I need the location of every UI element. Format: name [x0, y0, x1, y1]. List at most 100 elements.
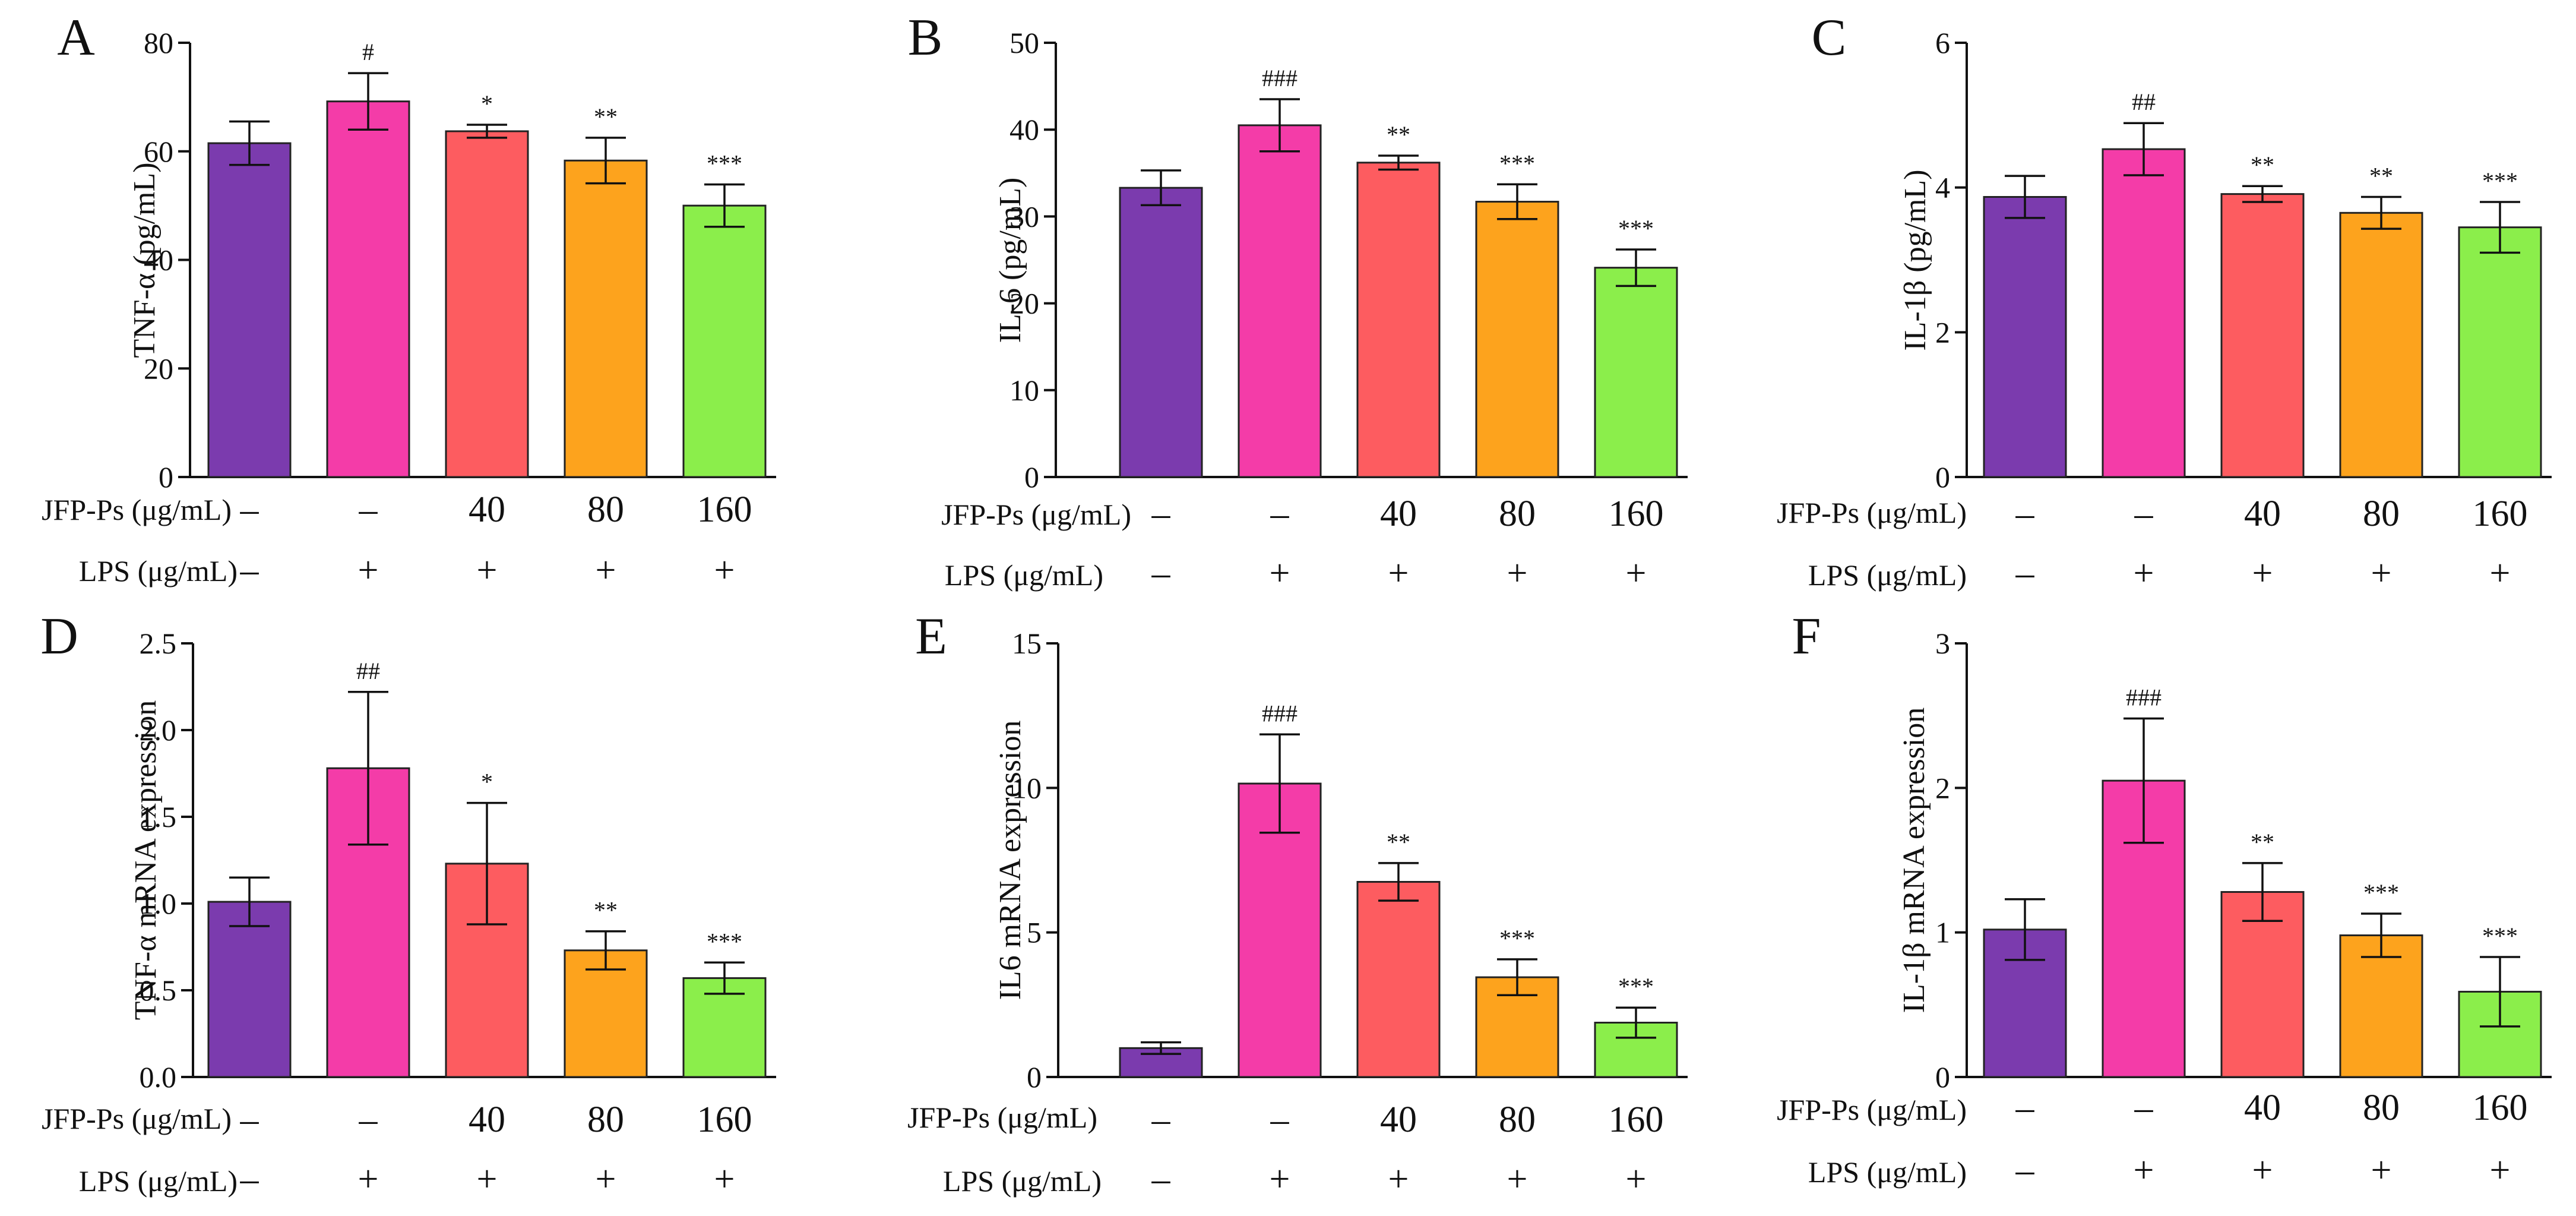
error-bar-2 [1259, 98, 1300, 153]
error-bar-4 [2361, 912, 2401, 958]
jfp-ps-value: 80 [2363, 494, 2400, 534]
error-bar-5 [704, 183, 745, 228]
bar-1 [207, 142, 292, 478]
jfp-ps-value: 160 [2473, 494, 2528, 534]
error-bar-3 [2242, 862, 2283, 922]
jfp-ps-value: – [359, 489, 378, 530]
jfp-ps-value: – [2015, 1088, 2035, 1128]
lps-value: + [1626, 553, 1647, 593]
bar-4 [2339, 934, 2423, 1078]
significance-label: ** [2251, 829, 2274, 855]
error-bar-4 [1497, 183, 1537, 220]
panel-letter: A [57, 9, 95, 67]
lps-value: + [1626, 1159, 1647, 1199]
bar-4 [564, 159, 648, 478]
significance-label: ** [2251, 151, 2274, 178]
bar-5 [2458, 226, 2542, 478]
panel-letter: B [908, 9, 943, 67]
y-tick-label: 40 [1009, 113, 1039, 146]
jfp-ps-value: 80 [1499, 1100, 1536, 1140]
jfp-ps-label: JFP-Ps (μg/mL) [1777, 1093, 1967, 1126]
y-tick-label: 2.5 [140, 627, 177, 660]
lps-value: + [1507, 1159, 1528, 1199]
jfp-ps-value: 40 [2244, 494, 2281, 534]
y-tick-label: 10 [1012, 771, 1042, 804]
jfp-ps-value: – [359, 1100, 378, 1140]
significance-label: ## [356, 658, 380, 684]
significance-label: *** [1499, 925, 1535, 952]
error-bar-4 [1497, 958, 1537, 997]
lps-value: – [2015, 553, 2035, 593]
lps-value: + [477, 550, 498, 590]
error-bar-3 [1378, 862, 1419, 902]
y-tick-label: 20 [144, 352, 173, 385]
y-axis-title: IL6 mRNA expression [993, 721, 1027, 1000]
lps-label: LPS (μg/mL) [943, 1164, 1102, 1198]
bar-3 [1356, 162, 1441, 478]
significance-label: *** [1618, 215, 1654, 242]
jfp-ps-value: 160 [1609, 1100, 1664, 1140]
y-tick-label: 5 [1027, 916, 1042, 949]
lps-label: LPS (μg/mL) [945, 558, 1103, 592]
lps-value: + [2371, 1150, 2392, 1190]
jfp-ps-value: 40 [2244, 1088, 2281, 1128]
bar-4 [2339, 211, 2423, 478]
error-bar-4 [2361, 195, 2401, 230]
y-tick-label: 0.0 [140, 1060, 177, 1094]
y-axis-title: TNF-α (pg/mL) [128, 162, 162, 358]
significance-label: *** [707, 150, 742, 176]
lps-value: + [1388, 1159, 1409, 1199]
y-tick-label: 2.0 [140, 713, 177, 747]
significance-label: *** [2363, 879, 2399, 906]
significance-label: ** [2369, 163, 2393, 189]
y-tick-label: 0 [1935, 460, 1950, 494]
error-bar-5 [2480, 956, 2520, 1028]
bar-1 [207, 901, 292, 1078]
jfp-ps-label: JFP-Ps (μg/mL) [1777, 496, 1967, 529]
lps-value: – [240, 550, 260, 590]
lps-value: – [1151, 553, 1171, 593]
error-bar-2 [2124, 122, 2164, 176]
significance-label: *** [1499, 150, 1535, 176]
bar-5 [1594, 267, 1678, 478]
lps-value: + [2490, 1150, 2511, 1190]
bar-4 [1475, 976, 1559, 1078]
y-tick-label: 40 [144, 244, 173, 277]
jfp-ps-value: 40 [1380, 494, 1417, 534]
y-axis-title: IL-1β (pg/mL) [1898, 169, 1932, 350]
lps-label: LPS (μg/mL) [79, 554, 238, 588]
bar-4 [1475, 201, 1559, 478]
bar-3 [445, 130, 529, 478]
significance-label: ## [2132, 89, 2156, 115]
error-bar-1 [1141, 169, 1181, 207]
jfp-ps-value: – [1151, 1100, 1171, 1140]
y-tick-label: 15 [1012, 627, 1042, 660]
error-bar-5 [1616, 248, 1656, 288]
bar-2 [2102, 148, 2186, 478]
y-tick-label: 1.5 [140, 800, 177, 833]
error-bar-3 [1378, 154, 1419, 171]
panel-letter: E [915, 608, 947, 665]
error-bar-2 [1259, 733, 1300, 834]
y-tick-label: 4 [1935, 171, 1950, 204]
y-tick-label: 1 [1935, 916, 1950, 949]
error-bar-3 [2242, 185, 2283, 203]
jfp-ps-value: – [1270, 494, 1290, 534]
bar-1 [1119, 187, 1203, 478]
jfp-ps-value: – [1270, 1100, 1290, 1140]
significance-label: ** [594, 897, 618, 924]
lps-value: + [2252, 1150, 2273, 1190]
significance-label: *** [2482, 923, 2518, 949]
significance-label: ### [2126, 684, 2162, 711]
panel-d: D 0.0 0.5 1.0 1.5 2.0 2.5 TNF-α mRNA expression… [40, 608, 776, 1199]
jfp-ps-value: 80 [2363, 1088, 2400, 1128]
lps-value: + [596, 550, 616, 590]
lps-value: + [596, 1159, 616, 1199]
jfp-ps-value: 40 [469, 489, 505, 530]
y-tick-label: 2 [1935, 315, 1950, 349]
y-tick-label: 0 [1027, 1060, 1042, 1094]
jfp-ps-label: JFP-Ps (μg/mL) [42, 1102, 232, 1135]
lps-value: – [2015, 1150, 2035, 1190]
